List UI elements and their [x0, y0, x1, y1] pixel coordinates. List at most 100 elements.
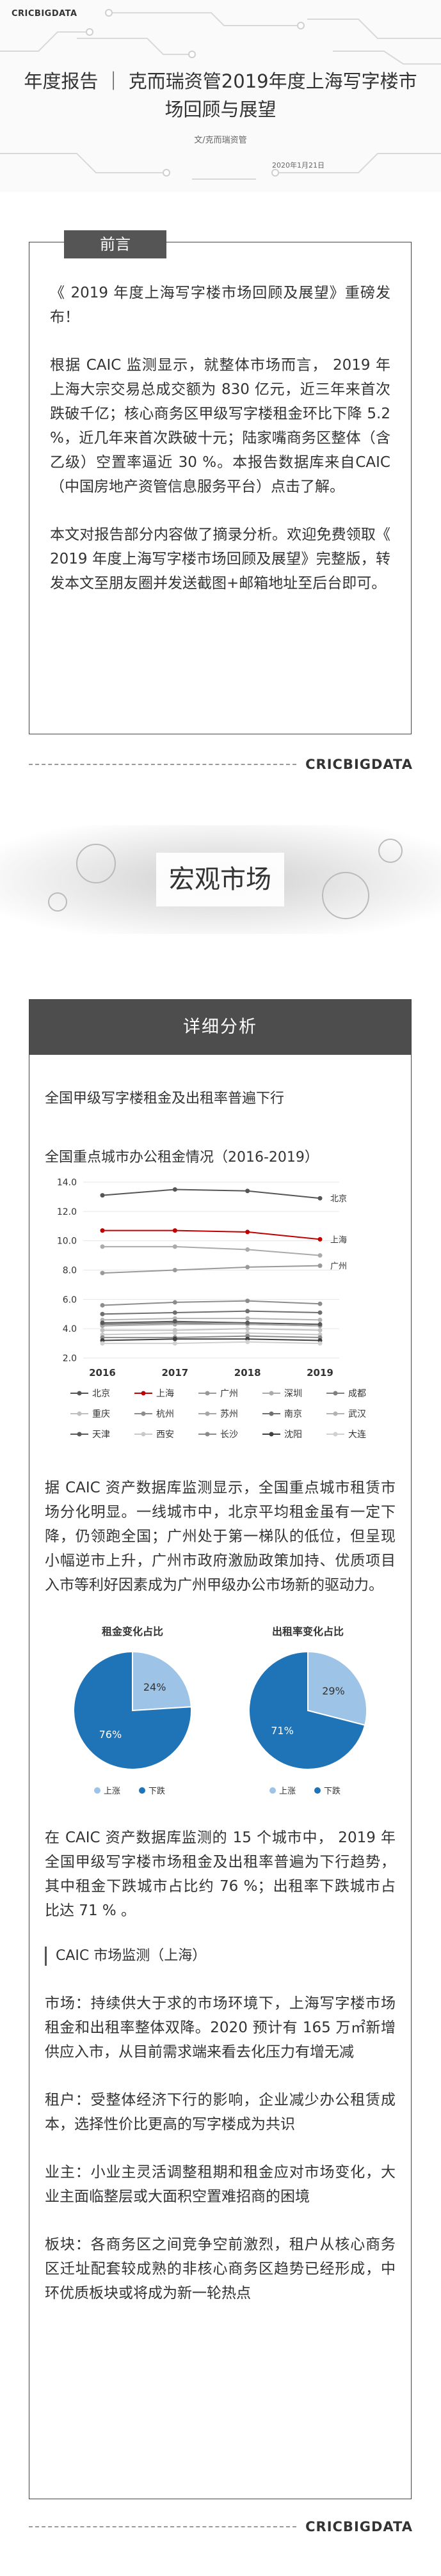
- y-tick-label: 14.0: [57, 1178, 77, 1188]
- article-title: 年度报告 ｜ 克而瑞资管2019年度上海写字楼市场回顾与展望: [24, 70, 417, 120]
- pie-slice: [307, 1650, 367, 1727]
- brand-logo: CRICBIGDATA: [12, 9, 77, 19]
- legend-label: 沈阳: [284, 1430, 302, 1440]
- legend-marker: [141, 1391, 146, 1396]
- subheading: CAIC 市场监测（上海）: [45, 1947, 396, 1966]
- circuit-decor: [0, 0, 441, 192]
- data-point: [172, 1244, 177, 1249]
- pie-slice: [248, 1650, 366, 1770]
- data-point: [172, 1310, 177, 1315]
- pie-slice: [73, 1650, 192, 1770]
- line-chart: 2.0 4.0 6.0 8.0 10.0 12.0 14.0 2016 2017 2018 2019…: [57, 1178, 366, 1440]
- paragraph: 在 CAIC 资产数据库监测的 15 个城市中， 2019 年全国甲级写字楼市场…: [45, 1829, 396, 1919]
- series-end-label: 上海: [330, 1235, 347, 1245]
- series-line: [102, 1341, 321, 1345]
- series-line: [102, 1300, 321, 1306]
- date: 2020年1月21日: [272, 161, 325, 170]
- data-point: [100, 1327, 105, 1332]
- legend-label: 下跌: [148, 1786, 165, 1796]
- legend-marker: [205, 1411, 210, 1416]
- series-line: [102, 1324, 321, 1327]
- legend-label: 杭州: [156, 1409, 174, 1419]
- legend-label: 重庆: [92, 1409, 110, 1419]
- legend-marker: [269, 1411, 274, 1416]
- data-point: [172, 1268, 177, 1272]
- legend-label: 长沙: [220, 1430, 238, 1440]
- pie-chart: 租金变化占比 24% 76% 上涨 下跌: [73, 1625, 192, 1796]
- data-point: [245, 1299, 250, 1304]
- data-point: [317, 1263, 323, 1268]
- data-point: [100, 1270, 105, 1276]
- x-tick-label: 2018: [234, 1367, 261, 1379]
- legend-label: 深圳: [284, 1389, 302, 1399]
- data-point: [245, 1247, 250, 1252]
- y-tick-label: 12.0: [57, 1207, 77, 1217]
- legend-marker: [77, 1411, 82, 1416]
- pie-title: 出租率变化占比: [272, 1625, 344, 1638]
- data-point: [245, 1229, 250, 1235]
- data-point: [172, 1228, 177, 1233]
- data-point: [317, 1322, 323, 1327]
- paragraph: 据 CAIC 资产数据库监测显示，全国重点城市租赁市场分化明显。一线城市中，北京…: [45, 1480, 396, 1593]
- paragraph: 租户：受整体经济下行的影响，企业减少办公租赁成本，选择性价比更高的写字楼成为共识: [45, 2092, 396, 2133]
- analysis-tab: 详细分析: [29, 1000, 411, 1055]
- pie-slice: [132, 1650, 192, 1712]
- series-end-label: 北京: [330, 1194, 347, 1204]
- series-line: [102, 1318, 321, 1321]
- series-end-label: 广州: [330, 1262, 347, 1272]
- data-point: [100, 1341, 105, 1346]
- data-point: [245, 1309, 250, 1314]
- legend-marker: [94, 1787, 100, 1794]
- brand-footer: CRICBIGDATA: [29, 755, 413, 774]
- paragraph: 《 2019 年度上海写字楼市场回顾及展望》重磅发布！: [50, 285, 390, 326]
- data-point: [317, 1310, 323, 1315]
- legend-marker: [205, 1391, 210, 1396]
- series-line: [102, 1310, 321, 1315]
- chart-title: 全国重点城市办公租金情况（2016-2019）: [45, 1150, 319, 1166]
- y-tick-label: 6.0: [63, 1295, 77, 1305]
- series-line: [102, 1320, 321, 1325]
- slice-label: 29%: [322, 1685, 345, 1697]
- data-point: [317, 1327, 323, 1332]
- legend-marker: [141, 1411, 146, 1416]
- x-tick-label: 2016: [89, 1367, 116, 1379]
- data-point: [172, 1187, 177, 1192]
- data-point: [245, 1339, 250, 1345]
- paragraph: 业主：小业主灵活调整租期和租金应对市场变化，大业主面临整层或大面积空置难招商的困…: [45, 2164, 396, 2205]
- data-point: [100, 1244, 105, 1249]
- legend-marker: [77, 1391, 82, 1396]
- legend-label: 广州: [220, 1389, 238, 1399]
- data-point: [100, 1193, 105, 1198]
- author: 文/克而瑞资管: [194, 136, 247, 145]
- data-point: [172, 1300, 177, 1305]
- data-point: [100, 1311, 105, 1316]
- preface-box: 《 2019 年度上海写字楼市场回顾及展望》重磅发布！ 根据 CAIC 监测显示…: [29, 242, 412, 734]
- legend-marker: [139, 1787, 145, 1794]
- legend-label: 西安: [156, 1430, 174, 1440]
- paragraph: 板块：各商务区之间竞争空前激烈，租户从核心商务区迁址配套较成熟的非核心商务区趋势…: [45, 2236, 396, 2302]
- slice-label: 71%: [271, 1725, 294, 1737]
- slice-label: 24%: [143, 1681, 166, 1693]
- paragraph: 市场：持续供大于求的市场环境下，上海写字楼市场租金和出租率整体双降。2020 预…: [45, 1995, 396, 2060]
- data-point: [245, 1320, 250, 1325]
- legend-marker: [77, 1432, 82, 1437]
- series-line: [102, 1332, 321, 1336]
- data-point: [245, 1189, 250, 1194]
- data-point: [317, 1317, 323, 1322]
- brand-footer: CRICBIGDATA: [29, 2517, 413, 2536]
- x-tick-label: 2019: [307, 1367, 333, 1379]
- legend-label: 成都: [348, 1389, 366, 1399]
- data-point: [317, 1196, 323, 1201]
- legend-label: 上涨: [104, 1787, 120, 1796]
- data-point: [245, 1265, 250, 1270]
- legend-label: 武汉: [348, 1409, 366, 1419]
- data-point: [100, 1228, 105, 1233]
- pie-title: 租金变化占比: [102, 1625, 163, 1638]
- series-line: [102, 1229, 321, 1240]
- banner-title: 宏观市场: [156, 853, 284, 906]
- legend-marker: [141, 1432, 146, 1437]
- data-point: [100, 1320, 105, 1325]
- legend-label: 下跌: [324, 1786, 341, 1796]
- y-tick-label: 8.0: [63, 1266, 77, 1276]
- legend-label: 大连: [348, 1430, 366, 1440]
